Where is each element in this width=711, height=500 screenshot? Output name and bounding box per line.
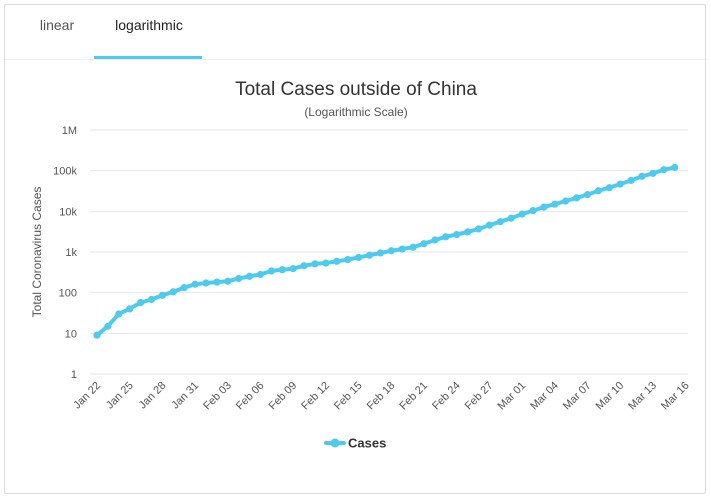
x-tick-label: Feb 15 — [332, 380, 365, 413]
x-tick-label: Feb 27 — [463, 380, 496, 413]
data-point[interactable] — [431, 236, 439, 244]
data-point[interactable] — [529, 206, 537, 215]
chart-title: Total Cases outside of China — [235, 79, 477, 100]
y-tick-label: 1k — [65, 247, 77, 259]
data-point[interactable] — [235, 274, 243, 283]
data-point[interactable] — [322, 259, 330, 267]
x-tick-label: Mar 04 — [528, 380, 561, 413]
data-point[interactable] — [256, 270, 265, 279]
data-point[interactable] — [246, 272, 254, 280]
data-point[interactable] — [420, 240, 428, 248]
scale-tabs: linear logarithmic — [5, 5, 705, 60]
x-tick-label: Feb 18 — [365, 380, 398, 413]
data-point[interactable] — [573, 194, 581, 202]
x-axis-ticks: Jan 22 Jan 25 Jan 28 Jan 31 Feb 03 Feb 06 Feb … — [71, 380, 691, 413]
data-point[interactable] — [671, 163, 679, 172]
y-tick-label: 10k — [59, 206, 77, 218]
x-tick-label: Feb 09 — [267, 380, 300, 413]
data-point[interactable] — [496, 218, 504, 226]
tab-linear[interactable]: linear — [39, 17, 75, 33]
data-point[interactable] — [169, 288, 177, 296]
data-point[interactable] — [224, 277, 232, 285]
y-axis-ticks: 1 10 100 1k 10k 100k 1M — [53, 125, 77, 381]
data-point[interactable] — [267, 267, 275, 275]
data-point[interactable] — [409, 243, 417, 251]
data-point[interactable] — [311, 260, 319, 268]
y-tick-label: 1M — [62, 125, 77, 137]
data-point[interactable] — [660, 166, 668, 174]
data-point[interactable] — [213, 278, 221, 286]
tab-logarithmic[interactable]: logarithmic — [115, 17, 183, 33]
chart-card: linear logarithmic — [4, 4, 706, 494]
data-point[interactable] — [300, 262, 308, 270]
data-point[interactable] — [605, 184, 613, 192]
x-tick-label: Feb 12 — [299, 380, 332, 413]
x-tick-label: Mar 07 — [561, 380, 594, 413]
data-point[interactable] — [387, 247, 395, 255]
data-point[interactable] — [485, 221, 493, 229]
data-point[interactable] — [464, 228, 472, 236]
y-tick-label: 100 — [59, 288, 77, 300]
data-point[interactable] — [398, 245, 406, 253]
x-tick-label: Jan 25 — [104, 380, 136, 412]
data-point[interactable] — [442, 233, 450, 241]
x-tick-label: Mar 10 — [594, 380, 627, 413]
data-point[interactable] — [126, 305, 134, 313]
x-tick-label: Mar 01 — [496, 380, 529, 413]
x-tick-label: Mar 16 — [659, 380, 692, 413]
data-point[interactable] — [115, 310, 123, 318]
x-tick-label: Feb 03 — [201, 380, 234, 413]
data-point[interactable] — [289, 265, 297, 273]
legend-label: Cases — [348, 436, 386, 451]
data-point[interactable] — [616, 180, 624, 188]
data-point[interactable] — [93, 331, 101, 339]
data-point[interactable] — [202, 279, 210, 287]
data-point[interactable] — [147, 295, 156, 304]
data-point[interactable] — [453, 230, 461, 239]
data-point[interactable] — [355, 253, 363, 262]
active-tab-indicator — [94, 56, 202, 59]
data-point[interactable] — [594, 187, 603, 195]
data-point[interactable] — [137, 298, 145, 307]
data-point[interactable] — [376, 249, 384, 257]
data-point[interactable] — [104, 322, 112, 330]
data-point[interactable] — [474, 225, 483, 233]
data-point[interactable] — [551, 200, 559, 208]
x-tick-label: Jan 28 — [137, 380, 169, 412]
y-tick-label: 100k — [53, 166, 77, 178]
y-tick-label: 10 — [65, 328, 77, 340]
data-point[interactable] — [627, 176, 635, 184]
data-point[interactable] — [518, 210, 526, 218]
data-point[interactable] — [158, 291, 166, 299]
series-cases — [93, 163, 679, 339]
data-point[interactable] — [278, 266, 286, 274]
chart-subtitle: (Logarithmic Scale) — [304, 105, 407, 119]
data-point[interactable] — [333, 257, 341, 265]
data-point[interactable] — [365, 251, 374, 259]
x-tick-label: Jan 31 — [169, 380, 201, 412]
data-point[interactable] — [344, 255, 352, 264]
y-tick-label: 1 — [71, 369, 77, 381]
data-point[interactable] — [649, 169, 657, 177]
x-tick-label: Feb 06 — [234, 380, 267, 413]
data-point[interactable] — [540, 203, 548, 211]
legend-marker — [330, 438, 340, 448]
legend[interactable]: Cases — [324, 436, 386, 451]
data-point[interactable] — [583, 191, 592, 199]
gridlines — [90, 129, 688, 375]
x-tick-label: Mar 13 — [626, 380, 659, 413]
x-tick-label: Feb 21 — [397, 380, 430, 413]
x-tick-label: Jan 22 — [71, 380, 103, 412]
data-point[interactable] — [180, 284, 188, 292]
data-point[interactable] — [562, 197, 570, 205]
data-point[interactable] — [507, 214, 515, 222]
data-point[interactable] — [638, 172, 646, 180]
data-point[interactable] — [191, 280, 199, 288]
y-axis-label: Total Coronavirus Cases — [30, 187, 44, 318]
x-tick-label: Feb 24 — [430, 380, 463, 413]
